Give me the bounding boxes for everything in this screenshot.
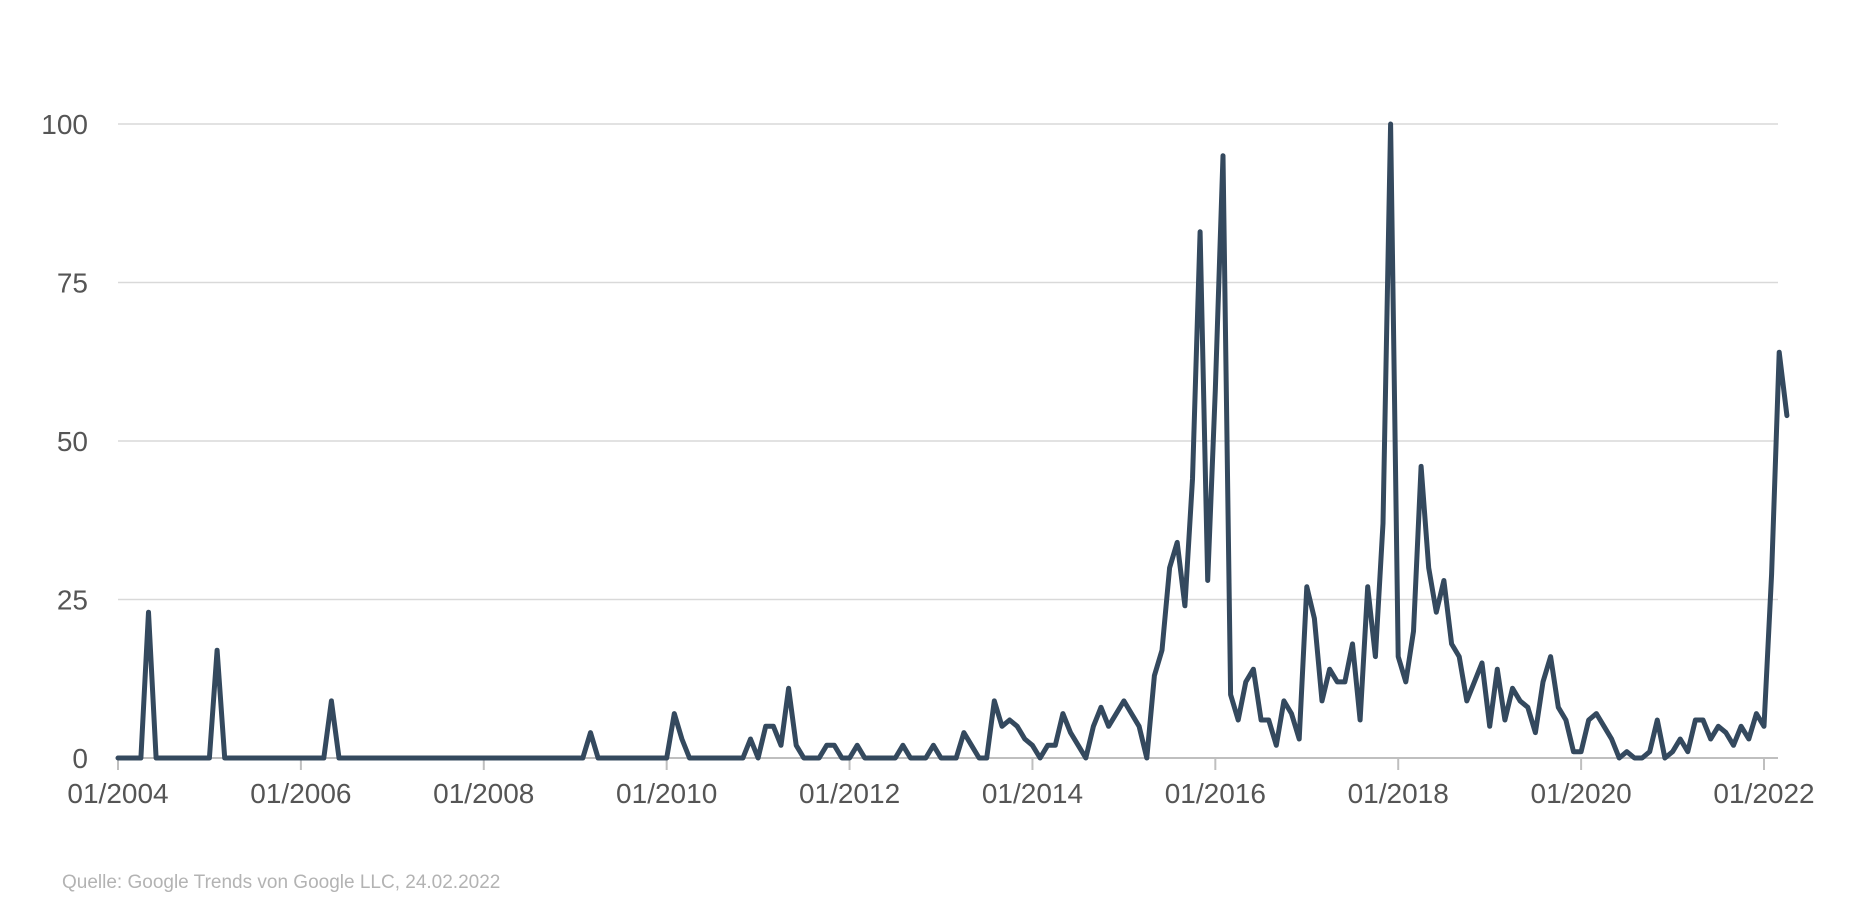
gridlines [118,123,1778,601]
y-tick-label: 75 [57,268,88,299]
y-tick-label: 0 [72,743,88,774]
x-tick-label: 01/2006 [250,778,351,809]
y-axis-ticks: 0 25 50 75 100 [41,109,88,774]
x-tick-label: 01/2020 [1531,778,1632,809]
x-tick-label: 01/2014 [982,778,1083,809]
y-tick-label: 100 [41,109,88,140]
y-tick-label: 25 [57,585,88,616]
source-note: Quelle: Google Trends von Google LLC, 24… [62,872,501,893]
x-tick-label: 01/2010 [616,778,717,809]
y-tick-label: 50 [57,426,88,457]
x-tick-label: 01/2018 [1348,778,1449,809]
x-tick-label: 01/2004 [67,778,168,809]
x-tick-label: 01/2008 [433,778,534,809]
x-tick-label: 01/2022 [1713,778,1814,809]
x-tick-label: 01/2012 [799,778,900,809]
series-group [115,121,1790,761]
x-axis-ticks: 01/2004 01/2006 01/2008 01/2010 01/2012 01/20… [67,758,1815,809]
series-line [115,121,1790,761]
x-tick-label: 01/2016 [1165,778,1266,809]
